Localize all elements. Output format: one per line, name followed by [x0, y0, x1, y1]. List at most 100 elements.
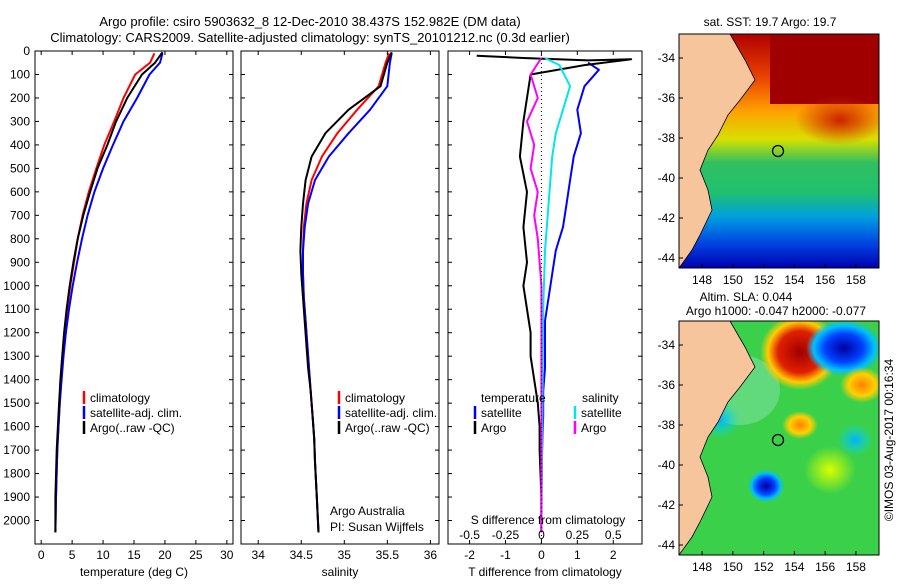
x-tick-label: 25 — [189, 548, 203, 562]
imos-credit: ©IMOS 03-Aug-2017 00:16:34 — [882, 359, 896, 522]
depth-tick-label: 1200 — [3, 326, 30, 340]
x-tick-label: 34.5 — [290, 548, 314, 562]
series-line-satellite — [302, 53, 393, 533]
legend-label-temp-satellite: satellite — [481, 406, 522, 420]
map-lat-label: -36 — [658, 91, 676, 105]
depth-axis: 0 100 200 300 400 500 600 700 800 900 1000 1100 1200… — [3, 44, 642, 528]
sst-map-field — [679, 34, 879, 268]
sst-map-ticks: 148 150 152 154 156 158 -34 -36 -38 -40 -42 -44 — [658, 51, 867, 287]
temperature-xlabel: temperature (deg C) — [80, 565, 188, 579]
map-lat-label: -36 — [658, 378, 676, 392]
depth-tick-label: 800 — [10, 232, 30, 246]
s-tick-label: -0.5 — [459, 528, 480, 542]
map-lon-label: 148 — [692, 273, 712, 287]
salinity-xlabel: salinity — [322, 565, 359, 579]
x-tick-label: 5 — [69, 548, 76, 562]
sst-float-marker — [771, 144, 785, 158]
depth-tick-label: 700 — [10, 208, 30, 222]
depth-tick-label: 900 — [10, 255, 30, 269]
salinity-panel-frame — [240, 50, 440, 545]
map-lon-label: 152 — [754, 560, 774, 574]
sst-warm-core — [770, 34, 879, 104]
sst-map-frame — [678, 33, 880, 269]
x-tick-label: 2 — [610, 548, 617, 562]
salinity-legend: climatology satellite-adj. clim. Argo(..… — [330, 391, 437, 534]
x-tick-label: 20 — [158, 548, 172, 562]
difference-panel-frame — [447, 50, 643, 545]
legend-label-temp-argo: Argo — [481, 421, 507, 435]
x-tick-label: 15 — [127, 548, 141, 562]
depth-tick-label: 2000 — [3, 514, 30, 528]
sst-land — [679, 34, 756, 268]
s-tick-label: 0.5 — [605, 528, 622, 542]
sla-map-ticks: 148 150 152 154 156 158 -34 -36 -38 -40 -42 -44 — [658, 338, 867, 574]
figure-title-line2: Climatology: CARS2009. Satellite-adjuste… — [50, 30, 570, 45]
map-lat-label: -44 — [658, 538, 676, 552]
x-tick-label: 0 — [538, 548, 545, 562]
map-lon-label: 152 — [754, 273, 774, 287]
x-tick-label: 34 — [252, 548, 266, 562]
credit-argo-australia: Argo Australia — [330, 504, 405, 518]
x-tick-label: 1 — [574, 548, 581, 562]
series-line-climatology — [54, 52, 156, 533]
depth-tick-label: 500 — [10, 161, 30, 175]
x-tick-label: 0 — [38, 548, 45, 562]
x-tick-label: 30 — [220, 548, 234, 562]
legend-label-sal-satellite: satellite — [581, 406, 622, 420]
sla-orange-patch-2 — [782, 411, 818, 439]
credit-pi: PI: Susan Wijffels — [330, 520, 424, 534]
s-tick-label: -0.25 — [492, 528, 520, 542]
sla-orange-patch — [840, 367, 879, 403]
map-lat-label: -40 — [658, 458, 676, 472]
series-line-temperature-satellite — [540, 61, 600, 533]
depth-tick-label: 200 — [10, 91, 30, 105]
depth-tick-label: 1600 — [3, 420, 30, 434]
x-tick-label: -2 — [464, 548, 475, 562]
depth-tick-label: 1500 — [3, 396, 30, 410]
map-lon-label: 158 — [846, 560, 866, 574]
sla-land — [679, 321, 756, 555]
depth-tick-label: 0 — [23, 44, 30, 58]
legend-title-salinity: salinity — [582, 391, 619, 405]
depth-tick-label: 1700 — [3, 443, 30, 457]
map-lon-label: 154 — [784, 273, 804, 287]
sst-map: sat. SST: 19.7 Argo: 19.7 148 150 152 154 15… — [658, 15, 880, 287]
temperature-panel-frame — [34, 50, 234, 545]
map-lon-label: 156 — [815, 560, 835, 574]
depth-tick-label: 1800 — [3, 467, 30, 481]
sst-warm-tongue — [795, 95, 879, 145]
difference-xlabel: T difference from climatology — [468, 565, 622, 579]
legend-label-climatology: climatology — [345, 391, 405, 405]
legend-label-argo: Argo(..raw -QC) — [90, 421, 175, 435]
sla-map: Altim. SLA: 0.044 Argo h1000: -0.047 h20… — [658, 290, 880, 574]
legend-label-sal-argo: Argo — [581, 421, 607, 435]
depth-tick-label: 600 — [10, 185, 30, 199]
map-lat-label: -42 — [658, 211, 676, 225]
legend-title-temperature: temperature — [481, 391, 546, 405]
sla-map-frame — [678, 320, 880, 556]
map-lat-label: -42 — [658, 498, 676, 512]
sla-map-title: Altim. SLA: 0.044 — [700, 290, 793, 304]
depth-tick-label: 1400 — [3, 373, 30, 387]
map-lat-label: -38 — [658, 418, 676, 432]
series-line-satellite — [54, 53, 164, 533]
legend-label-satellite: satellite-adj. clim. — [90, 406, 182, 420]
map-lat-label: -34 — [658, 51, 676, 65]
depth-tick-label: 100 — [10, 67, 30, 81]
depth-tick-label: 400 — [10, 138, 30, 152]
legend-label-climatology: climatology — [90, 391, 150, 405]
depth-tick-label: 1100 — [4, 302, 30, 316]
series-line-salinity-satellite — [540, 57, 572, 533]
map-lat-label: -44 — [658, 251, 676, 265]
depth-tick-label: 1300 — [3, 349, 30, 363]
legend-label-argo: Argo(..raw -QC) — [345, 421, 430, 435]
legend-label-satellite: satellite-adj. clim. — [345, 406, 437, 420]
series-line-temperature-argo — [476, 54, 633, 533]
x-tick-label: 35.5 — [376, 548, 400, 562]
x-tick-label: -1 — [500, 548, 511, 562]
depth-tick-label: 1000 — [3, 279, 30, 293]
map-lon-label: 150 — [723, 560, 743, 574]
series-line-Argo — [54, 51, 164, 533]
